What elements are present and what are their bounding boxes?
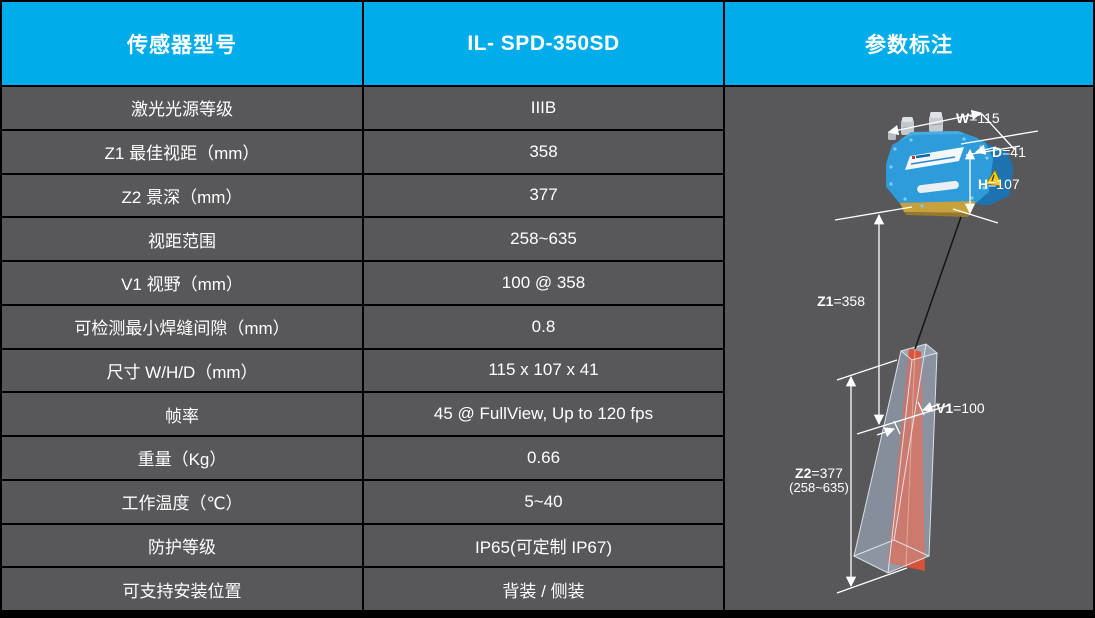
spec-label: V1 视野（mm） — [2, 262, 362, 304]
annotation-height: H=107 — [978, 176, 1020, 192]
laser-warning-icon — [985, 169, 1003, 187]
spec-label: Z2 景深（mm） — [2, 174, 362, 217]
sensor-label-band — [905, 147, 964, 170]
spec-label: 视距范围 — [2, 218, 362, 260]
spec-label: Z1 最佳视距（mm） — [2, 130, 362, 173]
column-header-diagram: 参数标注 — [725, 2, 1093, 85]
column-header-model-name: 传感器型号 — [2, 2, 362, 85]
annotation-depth: D=41 — [992, 144, 1026, 160]
annotation-v1: V1=100 — [936, 400, 985, 416]
spec-label: 可支持安装位置 — [2, 568, 362, 610]
sensor-dimension-diagram — [834, 109, 1039, 594]
annotation-width: W=115 — [956, 110, 1000, 126]
spec-label: 帧率 — [2, 393, 362, 435]
spec-value: IIIB — [364, 87, 723, 129]
spec-label: 激光光源等级 — [2, 87, 362, 129]
spec-value: 258~635 — [364, 218, 723, 260]
spec-value: 45 @ FullView, Up to 120 fps — [364, 393, 723, 435]
spec-label: 尺寸 W/H/D（mm） — [2, 349, 362, 392]
spec-value: 100 @ 358 — [364, 262, 723, 304]
spec-value: 0.8 — [364, 305, 723, 348]
spec-value: 背装 / 侧装 — [364, 568, 723, 610]
spec-value: IP65(可定制 IP67) — [364, 524, 723, 567]
view-frustum — [852, 343, 939, 574]
annotation-z1: Z1=358 — [817, 293, 865, 309]
annotation-z2: Z2=377 (258~635) — [781, 466, 857, 495]
spec-value: 358 — [364, 130, 723, 173]
sensor-window-slot — [917, 180, 959, 194]
annotation-z2-range: (258~635) — [789, 480, 849, 495]
spec-label: 重量（Kg） — [2, 437, 362, 479]
spec-value: 115 x 107 x 41 — [364, 349, 723, 392]
dimension-lines — [834, 109, 1039, 594]
spec-label: 可检测最小焊缝间隙（mm） — [2, 305, 362, 348]
parameter-diagram-panel: W=115 D=41 H=107 Z1=358 V1=100 Z2=377 (2… — [725, 87, 1093, 610]
laser-beam-line — [914, 213, 963, 350]
spec-value: 0.66 — [364, 437, 723, 479]
spec-label: 防护等级 — [2, 524, 362, 567]
spec-label: 工作温度（℃） — [2, 480, 362, 523]
column-header-model-value: IL- SPD-350SD — [364, 2, 723, 85]
spec-value: 377 — [364, 174, 723, 217]
spec-value: 5~40 — [364, 480, 723, 523]
